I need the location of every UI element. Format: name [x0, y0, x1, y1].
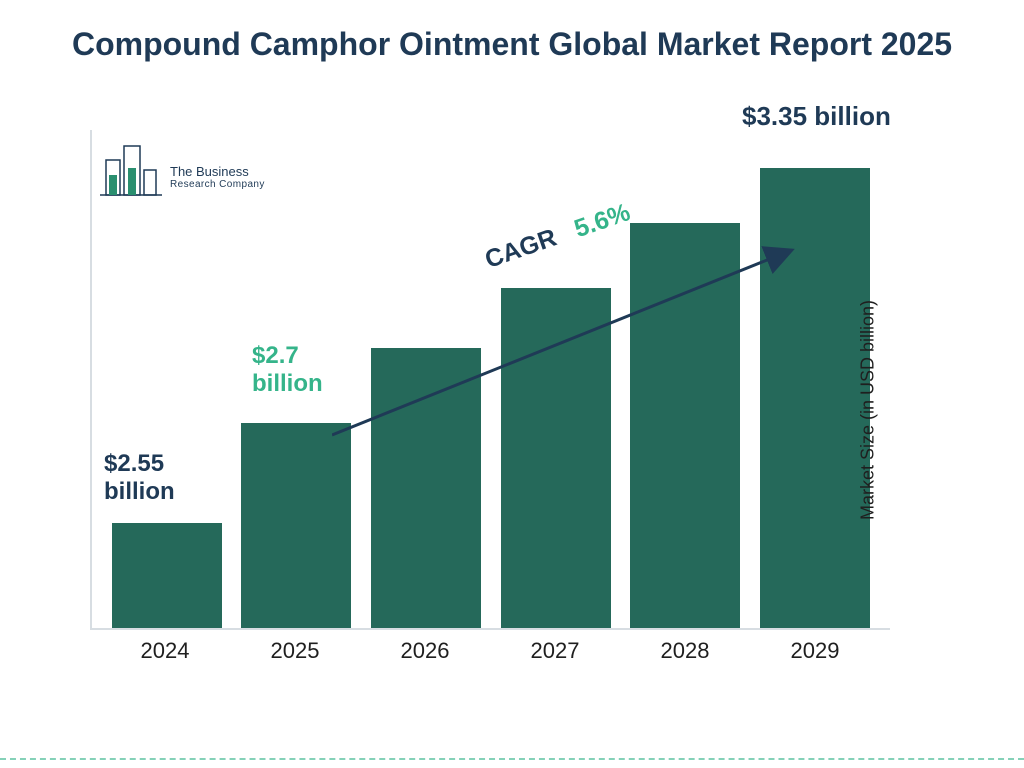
chart-title: Compound Camphor Ointment Global Market …: [0, 0, 1024, 74]
x-label: 2026: [370, 638, 480, 664]
value-label-2024: $2.55 billion: [104, 450, 224, 505]
x-label: 2029: [760, 638, 870, 664]
footer-dashed-line: [0, 758, 1024, 760]
bar-wrap: [241, 423, 351, 628]
bar-wrap: [760, 168, 870, 628]
bar-2028: [630, 223, 740, 628]
x-label: 2024: [110, 638, 220, 664]
value-label-2029: $3.35 billion: [742, 102, 962, 132]
bars-container: [92, 130, 890, 628]
bar-2024: [112, 523, 222, 628]
bar-wrap: [501, 288, 611, 628]
plot-region: $2.55 billion $2.7 billion $3.35 billion…: [90, 130, 890, 630]
x-label: 2027: [500, 638, 610, 664]
bar-2029: [760, 168, 870, 628]
chart-area: $2.55 billion $2.7 billion $3.35 billion…: [90, 130, 930, 690]
x-axis-labels: 2024 2025 2026 2027 2028 2029: [90, 638, 890, 664]
bar-2027: [501, 288, 611, 628]
bar-wrap: [630, 223, 740, 628]
y-axis-label: Market Size (in USD billion): [857, 300, 878, 520]
bar-2026: [371, 348, 481, 628]
bar-wrap: [371, 348, 481, 628]
x-label: 2025: [240, 638, 350, 664]
bar-2025: [241, 423, 351, 628]
value-label-2025: $2.7 billion: [252, 342, 362, 397]
bar-wrap: [112, 523, 222, 628]
x-label: 2028: [630, 638, 740, 664]
